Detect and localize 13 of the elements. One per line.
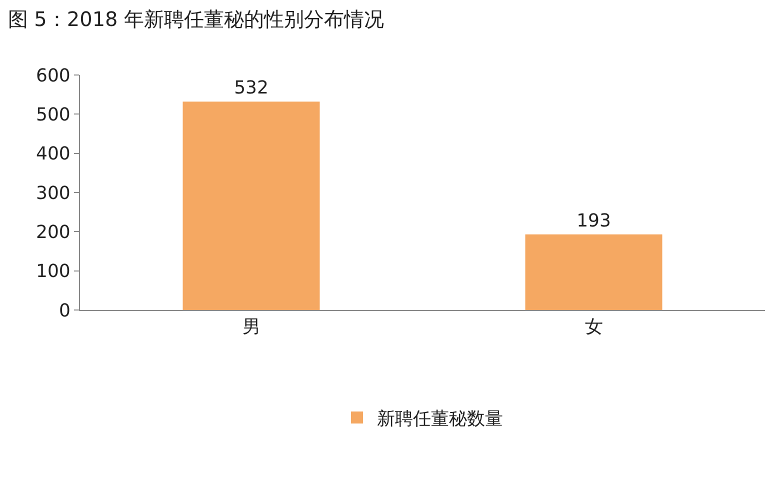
chart-title: 图 5：2018 年新聘任董秘的性别分布情况 <box>8 6 384 31</box>
y-tick-label: 400 <box>36 144 70 165</box>
y-tick-label: 500 <box>36 104 70 126</box>
x-tick-label: 女 <box>584 316 603 338</box>
y-tick-label: 100 <box>36 261 70 282</box>
y-tick-label: 600 <box>36 65 70 86</box>
y-tick-label: 200 <box>36 222 70 243</box>
y-tick-label: 300 <box>36 182 70 204</box>
legend-label: 新聘任董秘数量 <box>377 408 503 430</box>
data-label: 532 <box>234 78 268 99</box>
y-tick-label: 0 <box>58 300 70 322</box>
x-tick-label: 男 <box>242 316 260 338</box>
data-label: 193 <box>576 210 611 232</box>
